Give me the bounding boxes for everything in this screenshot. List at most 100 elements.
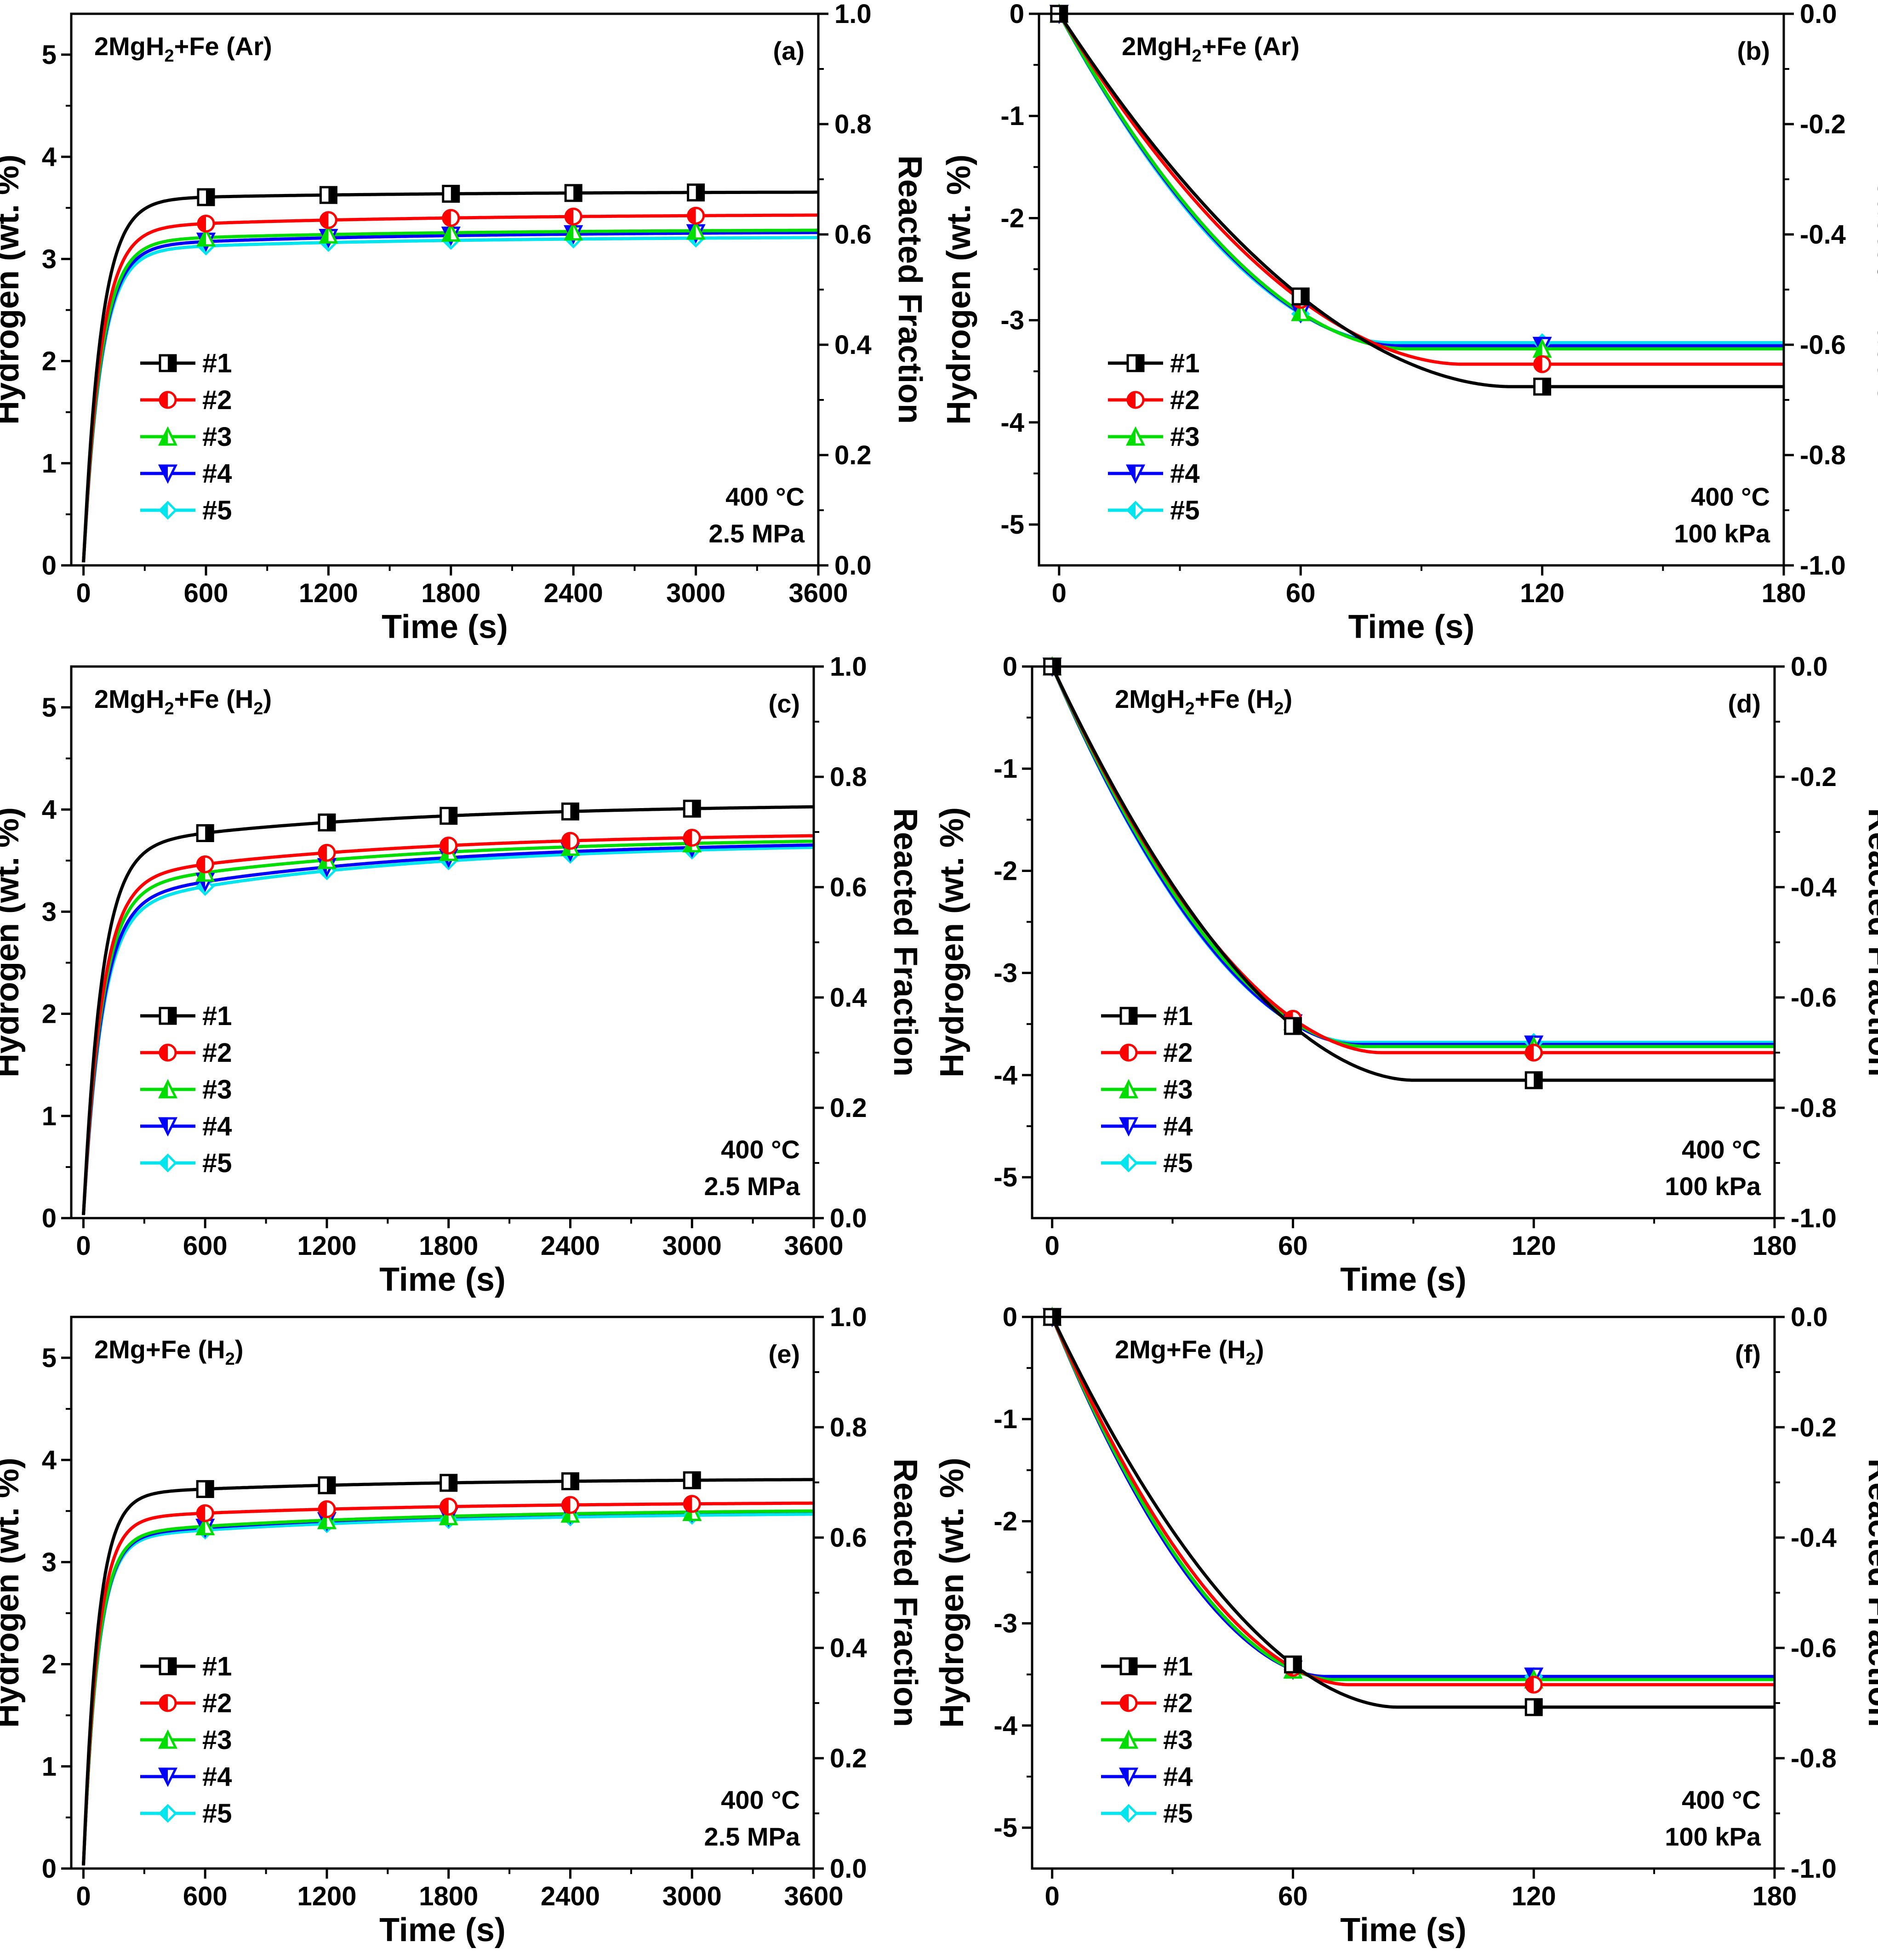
plot-frame [70,1316,815,1870]
y-tick-label: -1 [993,1404,1017,1434]
x-axis: 0 600 1200 1800 2400 3000 3600 Time (s) [76,1218,844,1298]
series-markers [1049,3,1552,396]
panel-label: (f) [1735,1339,1761,1368]
y2-tick-label: 0.0 [830,1854,867,1884]
data-point [440,1474,458,1492]
y2-tick-label: -0.6 [1800,330,1846,360]
panel-title: 2Mg+Fe (H2) [94,1335,244,1369]
y-axis-title: Hydrogen (wt. %) [0,807,26,1077]
series-lines [1057,14,1784,388]
title-part: 2MgH [94,684,164,713]
x-tick-label: 180 [1752,1881,1797,1911]
legend-label: #5 [202,496,232,525]
chart-panel: 0 600 1200 1800 2400 3000 3600 Time (s) 0 1 2 3 4 5 Hy… [0,0,928,645]
panel-label: (d) [1728,689,1761,718]
legend-label: #1 [202,348,232,378]
legend-item: #4 [140,459,232,489]
legend-label: #4 [1170,459,1200,489]
x-tick-label: 2400 [544,578,603,608]
y2-tick-label: 0.0 [834,551,872,581]
legend-label: #3 [1163,1725,1193,1755]
x-axis-title: Time (s) [379,1912,506,1949]
y2-tick-label: 0.0 [1800,0,1837,29]
data-point [687,183,705,202]
x-tick-label: 600 [184,578,228,608]
condition-text: 400 °C [721,1135,800,1164]
x-axis: 0 600 1200 1800 2400 3000 3600 Time (s) [76,1869,844,1949]
title-subscript: 2 [225,1350,235,1369]
data-point [1524,1675,1543,1694]
data-point [1533,377,1552,396]
panel-label: (c) [769,689,800,718]
y2-axis-title: Reacted Fraction [1861,808,1878,1077]
data-point [440,807,458,825]
y-axis-title: Hydrogen (wt. %) [934,807,970,1077]
y2-tick-label: -0.8 [1791,1093,1837,1123]
y2-tick-label: -0.6 [1791,983,1837,1013]
data-point [561,1496,579,1514]
chart-panel: 0 600 1200 1800 2400 3000 3600 Time (s) 0 1 2 3 4 5 Hy… [0,652,924,1298]
y-tick-label: -4 [993,1060,1017,1090]
series-line-n4 [1050,667,1775,1046]
condition-text: 100 kPa [1665,1172,1761,1201]
y-tick-label: -3 [993,958,1017,988]
title-part: +Fe (H [174,684,254,713]
x-tick-label: 120 [1512,1881,1556,1911]
title-part: 2MgH [1122,32,1192,61]
y-tick-label: 4 [42,795,57,825]
x-axis-title: Time (s) [1340,1261,1467,1298]
legend-label: #1 [202,1001,232,1031]
legend-label: #3 [1170,422,1200,452]
legend-item: #4 [1108,459,1200,489]
x-tick-label: 60 [1278,1231,1308,1261]
legend: #1 #2 #3 #4 #5 [1101,1652,1193,1829]
y-axis: 0 1 2 3 4 5 Hydrogen (wt. %) [0,1343,71,1884]
y-tick-label: 0 [42,1203,57,1233]
data-point [319,224,338,244]
series-line-n2 [1057,14,1784,366]
legend-item: #5 [140,496,232,525]
legend-label: #5 [1170,496,1200,525]
y-tick-label: 3 [42,244,57,274]
data-point [561,802,579,820]
series-line-n3 [82,839,814,1215]
data-point [564,221,583,241]
condition-text: 400 °C [1691,482,1770,511]
x-tick-label: 3600 [788,578,848,608]
y-tick-label: -5 [993,1813,1017,1843]
series-line-n5 [1057,14,1784,345]
y-tick-label: 4 [42,1445,57,1475]
y-tick-label: 2 [42,347,57,376]
y2-tick-label: -0.2 [1791,1413,1837,1442]
y-tick-label: 1 [42,449,57,479]
x-tick-label: 0 [1045,1881,1060,1911]
y2-tick-label: -0.6 [1791,1633,1837,1663]
legend-label: #1 [1170,348,1200,378]
y2-tick-label: 0.0 [830,1203,867,1233]
y2-tick-label: -1.0 [1791,1203,1837,1233]
y2-tick-label: 0.4 [834,330,872,360]
y-tick-label: -3 [1000,306,1024,336]
condition-text: 400 °C [725,482,805,511]
y-tick-label: 1 [42,1101,57,1131]
chart-panel: 0 60 120 180 Time (s) 0 -1 -2 -3 -4 -5 Hydrogen (wt… [934,652,1878,1298]
title-part: +Fe (H [1195,684,1274,713]
legend-item: #5 [1101,1799,1193,1829]
x-tick-label: 0 [76,1881,91,1911]
y2-tick-label: 1.0 [830,652,867,682]
y2-tick-label: -0.8 [1791,1743,1837,1773]
condition-text: 2.5 MPa [708,519,805,548]
series-markers [195,799,702,896]
x-tick-label: 0 [76,578,91,608]
x-tick-label: 0 [76,1231,91,1261]
data-point [196,1504,214,1522]
y-tick-label: 5 [42,1343,57,1373]
y2-tick-label: -0.4 [1800,220,1846,250]
y-tick-label: -1 [993,754,1017,784]
x-tick-label: 2400 [541,1231,600,1261]
data-point [442,209,460,227]
data-point [197,188,215,206]
data-point [197,214,215,233]
legend-label: #4 [1163,1111,1193,1141]
